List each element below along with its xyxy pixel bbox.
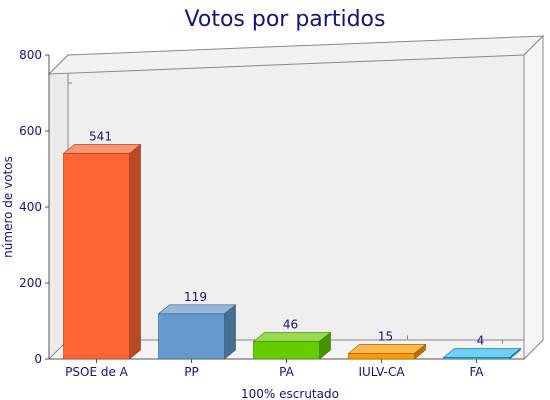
- bar-0: 541: [62, 129, 142, 360]
- y-tick-label: 600: [19, 124, 42, 138]
- x-category-label: FA: [469, 365, 484, 379]
- y-axis-ticks: 0 200 400 600 800: [19, 48, 72, 366]
- bar-top: [347, 343, 427, 354]
- bar-side: [129, 143, 141, 360]
- bar-value-label: 46: [283, 318, 298, 332]
- bar-value-label: 119: [184, 290, 207, 304]
- y-tick-label: 800: [19, 48, 42, 62]
- bar-top: [62, 144, 142, 154]
- bar-front: [348, 352, 415, 360]
- x-category-label: PP: [184, 365, 198, 379]
- bar-top: [252, 332, 332, 342]
- bar-value-label: 4: [477, 333, 485, 347]
- bar-front: [158, 313, 225, 360]
- y-tick-label: 200: [19, 276, 42, 290]
- bar-4: 4: [442, 333, 522, 360]
- bar-side: [224, 304, 236, 360]
- plot-top-edge: [47, 35, 545, 75]
- bar-value-label: 15: [378, 329, 393, 343]
- x-category-label: PA: [279, 365, 294, 379]
- bar-top: [442, 348, 522, 358]
- bar-front: [253, 341, 320, 360]
- bars: 541 119 46 15 4: [62, 129, 522, 360]
- bar-top: [157, 304, 237, 315]
- bar-2: 46: [252, 318, 332, 360]
- x-axis-categories: PSOE de A PP PA IULV-CA FA: [65, 359, 484, 379]
- x-axis-label: 100% escrutado: [241, 387, 339, 400]
- y-tick-label: 0: [34, 352, 42, 366]
- plot-right-edge: [523, 34, 544, 361]
- x-category-label: PSOE de A: [65, 365, 129, 379]
- bar-1: 119: [157, 290, 237, 360]
- bar-3: 15: [347, 329, 427, 360]
- chart-title: Votos por partidos: [185, 7, 386, 32]
- y-axis-label: número de votos: [1, 156, 15, 258]
- x-category-label: IULV-CA: [358, 365, 405, 379]
- bar-value-label: 541: [89, 129, 112, 143]
- bar-front: [63, 153, 130, 360]
- y-tick-label: 400: [19, 200, 42, 214]
